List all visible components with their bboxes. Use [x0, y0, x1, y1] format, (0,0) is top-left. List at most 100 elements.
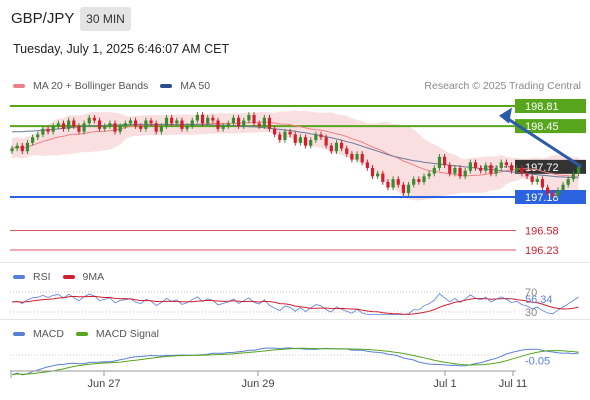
candle-body [185, 126, 189, 129]
candle-body [144, 120, 148, 129]
rsi-last-value: 56.34 [525, 294, 553, 306]
rsi-legend-label: RSI [33, 271, 51, 283]
candle-body [504, 162, 508, 166]
candle-body [448, 165, 452, 174]
level-label-0: 198.81 [525, 101, 559, 113]
candle-body [391, 179, 395, 188]
candle-body [370, 167, 375, 177]
forecast-arrow-shaft [505, 116, 583, 169]
candle-body [46, 128, 50, 132]
candle-body [376, 173, 380, 177]
candle-body [51, 126, 55, 132]
support-level-tag-3 [515, 190, 586, 204]
x-tick-label: Jul 1 [433, 378, 456, 390]
candle-body [551, 193, 555, 196]
candle-body [170, 117, 174, 124]
ma50-legend-label: MA 50 [180, 80, 211, 92]
timestamp: Tuesday, July 1, 2025 6:46:07 AM CET [13, 42, 230, 56]
x-tick-label: Jul 11 [499, 378, 528, 390]
candle-body [432, 167, 436, 174]
rsi-ma-swatch [62, 275, 75, 279]
panel-divider-rsi [0, 262, 590, 263]
candle-body [175, 120, 179, 124]
candle-body [273, 128, 277, 135]
candle-body [509, 165, 514, 171]
candle-body [314, 134, 318, 141]
candle-body [180, 120, 184, 129]
candle-body [427, 173, 431, 177]
candle-body [319, 134, 323, 138]
candle-body [473, 162, 478, 168]
candle-body [458, 167, 462, 177]
ma50-line [12, 123, 579, 179]
candle-body [499, 162, 503, 168]
candle-body [556, 190, 560, 196]
candle-body [345, 148, 349, 155]
rsi-line [11, 293, 579, 315]
candle-body [479, 167, 483, 171]
rsi-tick-label-70: 70 [525, 287, 537, 299]
candle-body [195, 114, 199, 121]
candle-body [67, 120, 71, 129]
candle-body [530, 176, 534, 182]
candle-body [303, 137, 308, 146]
macd-swatch [13, 332, 25, 336]
bollinger-band [12, 110, 579, 201]
level-label-3: 197.18 [525, 192, 559, 204]
candle-body [422, 176, 426, 182]
level-label-2: 197.72 [525, 162, 559, 174]
candle-body [164, 117, 169, 127]
candle-body [406, 184, 411, 194]
candle-body [159, 126, 163, 132]
candle-body [200, 114, 205, 124]
candle-body [283, 131, 287, 141]
candle-body [211, 117, 215, 121]
rsi-legend: RSI 9MA [13, 271, 104, 283]
macd-signal-line [11, 347, 579, 376]
macd-legend-label: MACD [33, 328, 64, 340]
candle-body [221, 126, 225, 129]
candle-body [494, 167, 498, 174]
instrument-title: GBP/JPY [11, 10, 75, 27]
candle-body [206, 117, 210, 124]
candle-body [82, 123, 86, 132]
candle-body [324, 137, 328, 146]
candle-body [10, 148, 14, 152]
level-label-4: 196.58 [525, 225, 559, 237]
candle-body [15, 145, 19, 149]
level-label-5: 196.23 [525, 245, 559, 257]
candle-body [381, 173, 385, 182]
candle-body [298, 137, 302, 143]
candle-body [576, 166, 581, 174]
rsi-tick-label-30: 30 [525, 307, 537, 319]
research-credit: Research © 2025 Trading Central [424, 80, 581, 92]
candle-body [134, 120, 138, 127]
candle-body [262, 117, 266, 127]
candle-body [365, 162, 369, 168]
forecast-arrowhead [499, 107, 512, 124]
candle-body [355, 154, 359, 160]
candle-body [108, 123, 112, 127]
rsi-swatch [13, 275, 25, 279]
candle-body [334, 142, 339, 152]
x-tick-label: Jun 29 [241, 378, 274, 390]
candle-body [412, 179, 416, 185]
macd-legend: MACD MACD Signal [13, 328, 159, 340]
timeframe-button[interactable]: 30 MIN [80, 7, 131, 31]
candle-body [242, 120, 246, 127]
candle-body [257, 123, 261, 127]
resistance-level-tag-1 [515, 119, 586, 134]
candle-body [123, 123, 127, 127]
candle-body [56, 123, 60, 127]
ma50-swatch [160, 84, 173, 88]
candle-body [252, 114, 256, 124]
candle-body [267, 117, 272, 129]
macd-signal-swatch [75, 332, 88, 336]
candle-body [154, 123, 158, 132]
candle-body [92, 117, 96, 121]
x-tick-label: Jun 27 [87, 378, 120, 390]
candle-body [520, 167, 524, 174]
price-legend: MA 20 + Bollinger Bands MA 50 [13, 80, 210, 92]
candle-body [401, 184, 405, 194]
